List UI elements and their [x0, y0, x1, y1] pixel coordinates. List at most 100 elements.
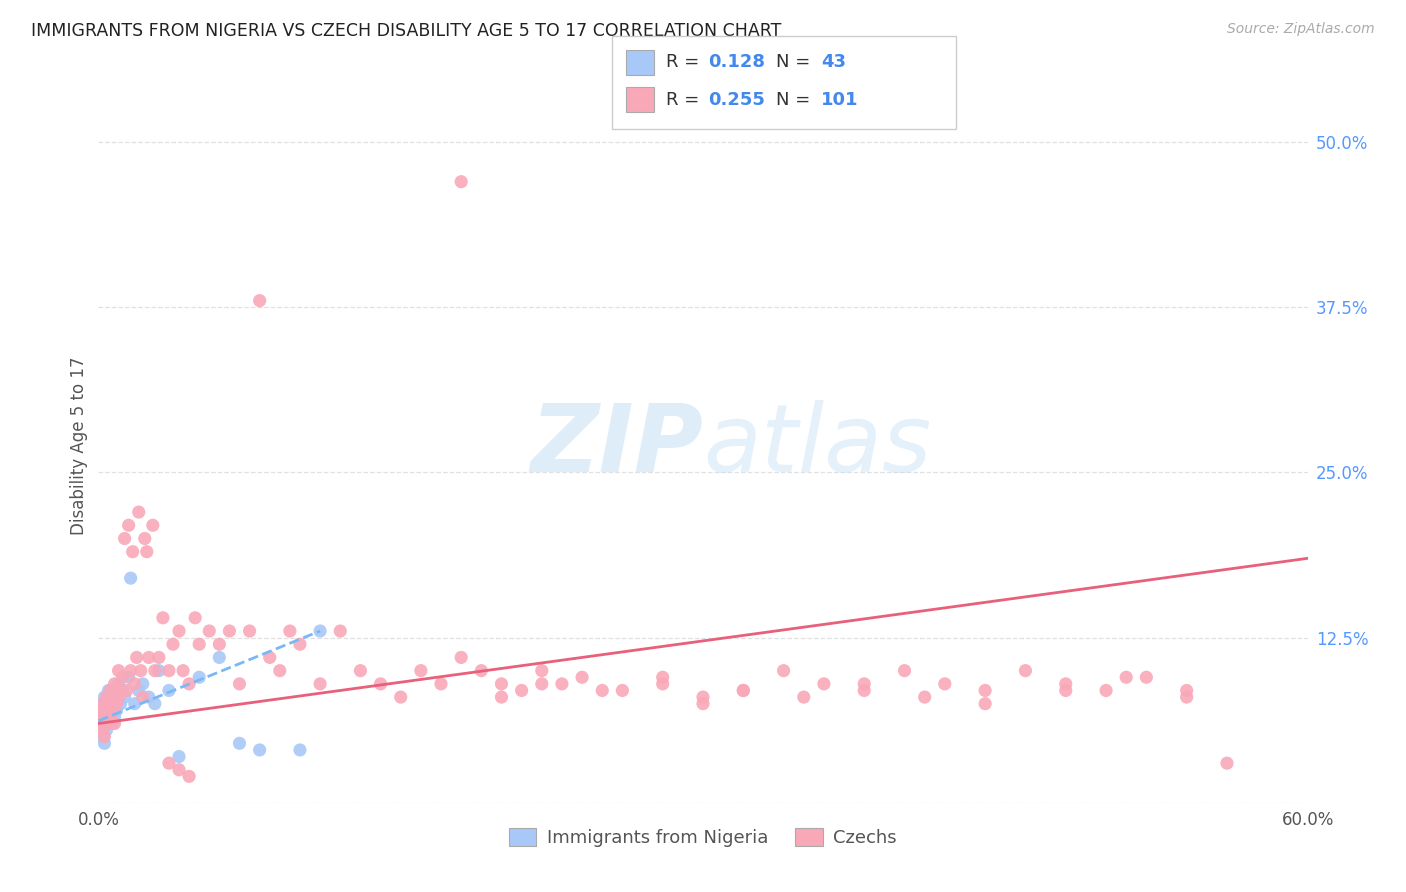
Y-axis label: Disability Age 5 to 17: Disability Age 5 to 17 — [70, 357, 89, 535]
Point — [162, 637, 184, 651]
Point — [167, 624, 190, 638]
Point — [143, 697, 166, 711]
Point — [157, 683, 180, 698]
Point — [111, 683, 134, 698]
Point — [530, 677, 553, 691]
Point — [651, 670, 673, 684]
Point — [103, 677, 125, 691]
Point — [450, 650, 472, 665]
Point — [107, 677, 129, 691]
Point — [510, 683, 533, 698]
Point — [100, 683, 122, 698]
Text: 43: 43 — [821, 54, 846, 71]
Point — [530, 664, 553, 678]
Point — [118, 518, 141, 533]
Point — [309, 624, 332, 638]
Point — [309, 677, 332, 691]
Point — [974, 697, 997, 711]
Point — [167, 763, 190, 777]
Point — [91, 730, 114, 744]
Point — [157, 756, 180, 771]
Point — [152, 611, 174, 625]
Point — [97, 716, 120, 731]
Point — [129, 664, 152, 678]
Point — [97, 683, 120, 698]
Point — [93, 736, 115, 750]
Point — [239, 624, 262, 638]
Text: N =: N = — [776, 91, 815, 109]
Point — [105, 703, 128, 717]
Point — [93, 690, 115, 704]
Point — [793, 690, 815, 704]
Point — [101, 690, 124, 704]
Point — [409, 664, 432, 678]
Point — [157, 664, 180, 678]
Point — [733, 683, 755, 698]
Point — [121, 545, 143, 559]
Point — [692, 690, 714, 704]
Point — [733, 683, 755, 698]
Point — [93, 730, 115, 744]
Point — [893, 664, 915, 678]
Text: IMMIGRANTS FROM NIGERIA VS CZECH DISABILITY AGE 5 TO 17 CORRELATION CHART: IMMIGRANTS FROM NIGERIA VS CZECH DISABIL… — [31, 22, 782, 40]
Point — [167, 749, 190, 764]
Text: atlas: atlas — [703, 401, 931, 491]
Point — [1014, 664, 1036, 678]
Point — [612, 683, 634, 698]
Point — [101, 716, 124, 731]
Point — [1054, 677, 1077, 691]
Point — [430, 677, 453, 691]
Text: 0.128: 0.128 — [709, 54, 766, 71]
Point — [96, 690, 118, 704]
Point — [100, 703, 122, 717]
Point — [288, 743, 311, 757]
Point — [914, 690, 936, 704]
Point — [692, 697, 714, 711]
Point — [91, 723, 114, 738]
Point — [934, 677, 956, 691]
Text: N =: N = — [776, 54, 815, 71]
Point — [89, 716, 111, 731]
Point — [97, 716, 120, 731]
Point — [103, 697, 125, 711]
Point — [100, 710, 122, 724]
Point — [125, 650, 148, 665]
Point — [1135, 670, 1157, 684]
Point — [120, 571, 142, 585]
Point — [148, 664, 170, 678]
Point — [128, 683, 150, 698]
Point — [107, 690, 129, 704]
Point — [853, 683, 876, 698]
Point — [208, 650, 231, 665]
Point — [179, 677, 201, 691]
Point — [329, 624, 352, 638]
Point — [135, 545, 157, 559]
Point — [89, 723, 111, 738]
Point — [110, 683, 132, 698]
Point — [259, 650, 281, 665]
Point — [96, 703, 118, 717]
Point — [96, 703, 118, 717]
Point — [103, 716, 125, 731]
Point — [269, 664, 291, 678]
Point — [89, 716, 111, 731]
Point — [100, 710, 122, 724]
Point — [91, 716, 114, 731]
Text: Source: ZipAtlas.com: Source: ZipAtlas.com — [1227, 22, 1375, 37]
Point — [120, 664, 142, 678]
Point — [107, 690, 129, 704]
Point — [179, 769, 201, 783]
Point — [124, 697, 146, 711]
Point — [184, 611, 207, 625]
Point — [105, 697, 128, 711]
Point — [142, 518, 165, 533]
Text: 101: 101 — [821, 91, 859, 109]
Point — [103, 710, 125, 724]
Point — [1175, 690, 1198, 704]
Text: R =: R = — [666, 54, 706, 71]
Point — [491, 677, 513, 691]
Point — [218, 624, 240, 638]
Point — [93, 710, 115, 724]
Point — [208, 637, 231, 651]
Point — [132, 690, 155, 704]
